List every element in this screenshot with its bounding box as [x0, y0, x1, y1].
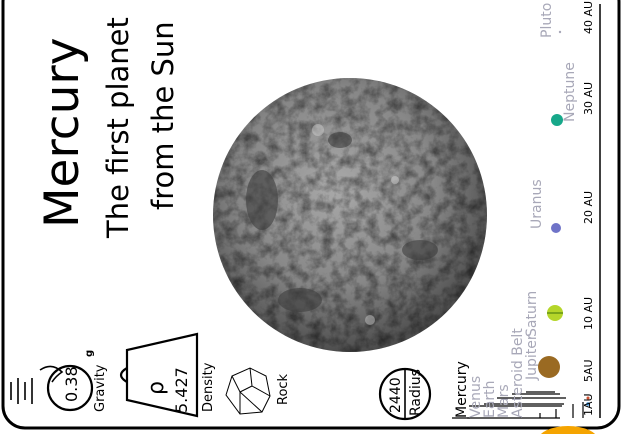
label-uranus: Uranus: [529, 179, 545, 229]
radius-value: 2440: [388, 377, 404, 413]
gravity-value: 0.38: [62, 366, 81, 402]
label-earth: Earth: [482, 380, 498, 418]
density-symbol: ρ: [144, 381, 169, 395]
dot-jupiter: [538, 356, 560, 378]
dot-earth: [586, 402, 590, 406]
dot-neptune: [551, 114, 563, 126]
label-neptune: Neptune: [562, 62, 578, 122]
label-asteroid-belt: Asteroid Belt: [510, 328, 526, 418]
dot-uranus: [551, 223, 561, 233]
gravity-label: Gravity: [93, 364, 108, 412]
gravity-unit: g: [84, 350, 95, 357]
gravity-circle: [46, 364, 94, 412]
apple-falling-icon: [10, 365, 64, 404]
label-mercury: Mercury: [454, 361, 470, 418]
density-value: 5.427: [172, 367, 191, 413]
tick-30au: 30 AU: [582, 82, 595, 115]
dot-mars: [586, 396, 590, 400]
label-venus: Venus: [468, 376, 484, 418]
planet-title: Mercury: [35, 37, 90, 228]
label-pluto: Pluto: [539, 3, 555, 38]
tick-20au: 20 AU: [582, 191, 595, 224]
solar-distance-scale: Mercury Venus Earth Mars Asteroid Belt J…: [452, 1, 601, 419]
radius-label: Radius: [408, 369, 424, 416]
radius-circle: [378, 367, 432, 421]
subtitle-line-2: from the Sun: [146, 21, 180, 210]
composition-label: Rock: [276, 373, 291, 405]
tick-40au: 40 AU: [582, 1, 595, 34]
subtitle-line-1: The first planet: [101, 17, 135, 239]
mercury-planet-image: [213, 78, 487, 352]
label-saturn: Saturn: [524, 291, 540, 337]
rock-icon: [225, 367, 271, 415]
inner-planet-leaders: [452, 391, 584, 419]
label-mars: Mars: [496, 384, 512, 418]
weight-icon: [119, 332, 199, 418]
label-jupiter: Jupiter: [524, 334, 540, 381]
dot-pluto: [558, 30, 562, 34]
tick-10au: 10 AU: [582, 297, 595, 330]
density-label: Density: [201, 362, 216, 412]
tick-1au: 1AU: [582, 393, 595, 416]
tick-5au: 5AU: [582, 359, 595, 382]
